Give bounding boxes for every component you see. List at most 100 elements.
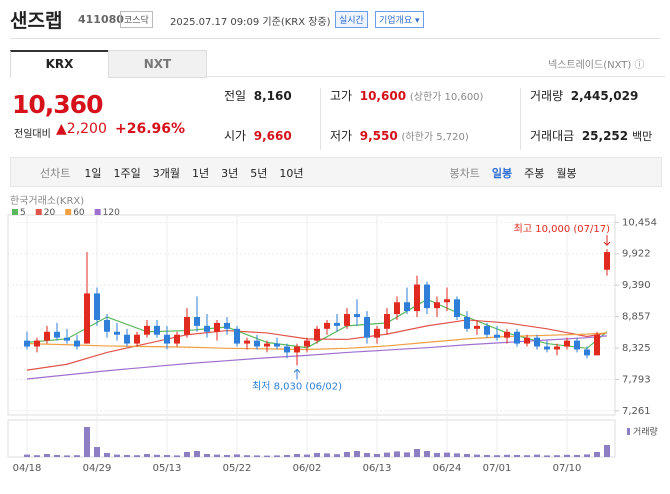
tab-nxt[interactable]: NXT (108, 50, 207, 78)
candle-body (274, 343, 280, 347)
volume-bar (214, 454, 220, 457)
period-option[interactable]: 1주일 (113, 167, 141, 180)
x-tick-label: 07/01 (483, 463, 512, 474)
period-group: 선차트 1일 1주일 3개월 1년 3년 5년 10년 봉차트 일봉 주봉 월봉 (40, 165, 589, 181)
candle-body (54, 331, 60, 338)
volume-bar (114, 454, 120, 457)
candle-body (194, 317, 200, 326)
period-option[interactable]: 10년 (279, 167, 304, 180)
x-tick-label: 06/24 (433, 463, 462, 474)
candle-body (134, 334, 140, 344)
period-option[interactable]: 3년 (221, 167, 239, 180)
y-tick-label: 9,390 (622, 280, 651, 291)
legend-label: 60 (73, 208, 85, 218)
volume-frame (7, 419, 616, 458)
candle-body (434, 302, 440, 309)
volume-bar (194, 451, 200, 457)
period-option[interactable]: 1일 (84, 167, 102, 180)
y-tick-label: 10,454 (622, 217, 657, 228)
stat-amount: 거래대금 25,252 백만 (530, 129, 652, 144)
legend-swatch (94, 209, 101, 215)
candle-body (574, 340, 580, 350)
candle-body (584, 349, 590, 356)
candle-body (594, 334, 600, 356)
moving-average (26, 319, 608, 371)
volume-bar (274, 455, 280, 457)
stat-label: 고가 (330, 89, 353, 103)
candle-body (234, 328, 240, 344)
volume-bar (524, 455, 530, 457)
candle-body (554, 346, 560, 350)
candle-body (94, 293, 100, 320)
volume-legend-swatch (627, 428, 630, 435)
volume-bar (564, 454, 570, 457)
candle-option[interactable]: 월봉 (556, 167, 577, 180)
stat-value: 8,160 (253, 89, 292, 103)
period-option[interactable]: 1년 (192, 167, 210, 180)
volume-bar (74, 455, 80, 457)
volume-bar (134, 455, 140, 457)
period-option[interactable]: 3개월 (152, 167, 180, 180)
volume-bar (474, 454, 480, 457)
stat-prev: 전일 8,160 (224, 89, 292, 103)
candle-body (334, 322, 340, 326)
stat-value: 10,600 (359, 89, 407, 103)
annotation: 최저 8,030 (06/02) (252, 380, 342, 392)
stat-label: 거래량 (530, 89, 564, 103)
legend-swatch (35, 209, 42, 215)
current-price: 10,360 (12, 90, 103, 119)
stat-label: 거래대금 (530, 129, 575, 143)
volume-bar (574, 455, 580, 457)
candle-body (524, 337, 530, 344)
company-button-text: 기업개요 (379, 16, 413, 26)
stat-open: 시가 9,660 (224, 129, 292, 143)
company-button[interactable]: 기업개요 ▾ (375, 11, 424, 28)
candle-body (284, 346, 290, 353)
volume-bar (324, 453, 330, 457)
volume-bar (44, 454, 50, 457)
candle-body (34, 340, 40, 347)
stock-name: 샌즈랩 (10, 10, 63, 32)
chart-source: 한국거래소(KRX) (10, 195, 84, 207)
nxt-link[interactable]: 넥스트레이드(NXT) ⓘ (548, 60, 645, 71)
volume-bar (604, 445, 610, 457)
stat-note: (상한가 10,600) (409, 92, 484, 103)
candle-body (424, 284, 430, 309)
chart: 한국거래소(KRX) 거래량 10,454 9,922 9,390 8,857 8,32… (7, 195, 658, 474)
candle-body (534, 337, 540, 347)
realtime-button[interactable]: 실시간 (335, 11, 368, 28)
candle-body (104, 319, 110, 332)
candle-body (164, 334, 170, 344)
stat-value: 9,660 (253, 129, 292, 143)
x-tick-label: 05/13 (153, 463, 182, 474)
period-option[interactable]: 5년 (250, 167, 268, 180)
volume-bar (164, 455, 170, 457)
stat-value: 25,252 (581, 129, 629, 143)
tab-krx[interactable]: KRX (10, 50, 109, 78)
divider (10, 38, 660, 39)
candle-body (264, 343, 270, 347)
volume-bar (434, 453, 440, 457)
volume-bar (54, 455, 60, 457)
candle-body (494, 334, 500, 338)
candle-body (74, 340, 80, 347)
period-bar (10, 157, 662, 187)
volume-bar (354, 451, 360, 457)
candle-option[interactable]: 주봉 (524, 167, 545, 180)
candle-body (294, 346, 300, 353)
candle-body (214, 322, 220, 332)
stock-code: 411080 (78, 13, 124, 26)
timestamp: 2025.07.17 09:09 기준(KRX 장중) (170, 17, 331, 28)
candle-body (324, 322, 330, 329)
y-tick-label: 9,922 (622, 249, 651, 260)
y-tick-label: 8,325 (622, 343, 651, 354)
volume-bar (244, 455, 250, 457)
x-tick-label: 04/29 (83, 463, 112, 474)
candle-option[interactable]: 일봉 (491, 167, 513, 180)
volume-bar (34, 455, 40, 457)
y-tick-label: 7,793 (622, 374, 651, 385)
volume-bar (234, 454, 240, 457)
change-rate: +26.96% (115, 121, 186, 137)
volume-bar (254, 455, 260, 457)
candle-body (44, 331, 50, 341)
